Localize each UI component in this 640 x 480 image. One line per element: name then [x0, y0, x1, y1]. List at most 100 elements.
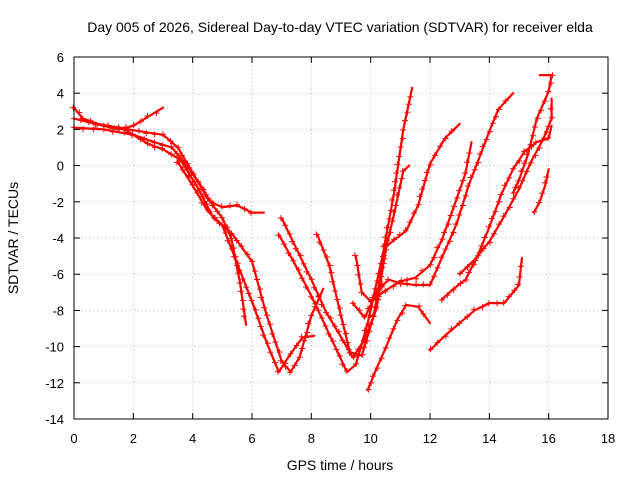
data-point [402, 227, 409, 234]
data-point [364, 305, 371, 312]
data-point [516, 273, 523, 280]
data-point [388, 196, 395, 203]
data-point [464, 183, 471, 190]
data-point [360, 344, 367, 351]
series-arc-14 [457, 97, 555, 277]
data-point [431, 254, 438, 261]
data-point [462, 170, 469, 177]
data-point [199, 193, 206, 200]
data-point [135, 127, 142, 134]
data-point [389, 218, 396, 225]
data-point [105, 122, 112, 129]
data-point [501, 182, 508, 189]
data-point [205, 206, 212, 213]
data-point [361, 313, 368, 320]
data-point [327, 315, 334, 322]
y-tick-label: 0 [57, 159, 64, 174]
data-point [390, 325, 397, 332]
data-point [495, 106, 502, 113]
data-point [290, 257, 297, 264]
data-point [416, 193, 423, 200]
data-point [535, 199, 542, 206]
data-point [322, 322, 329, 329]
data-point [532, 152, 539, 159]
data-point [237, 288, 244, 295]
data-point [456, 211, 463, 218]
data-point [404, 109, 411, 116]
data-point [179, 152, 186, 159]
series-arc-6 [275, 86, 414, 374]
data-point [506, 204, 513, 211]
data-point [548, 114, 555, 121]
data-point [471, 166, 478, 173]
data-point [233, 201, 240, 208]
data-point [383, 237, 390, 244]
data-point [374, 365, 381, 372]
data-point [168, 151, 175, 158]
data-point [476, 249, 483, 256]
data-point [545, 123, 552, 130]
data-point [547, 105, 554, 112]
data-point [277, 357, 284, 364]
data-point [260, 332, 267, 339]
data-point [438, 296, 445, 303]
data-point [481, 234, 488, 241]
data-point [450, 229, 457, 236]
data-point [240, 313, 247, 320]
data-point [510, 195, 517, 202]
data-point [400, 126, 407, 133]
data-point [498, 191, 505, 198]
data-point [308, 276, 315, 283]
series-arc-11 [365, 302, 432, 393]
data-point [369, 373, 376, 380]
data-point [257, 323, 264, 330]
data-point [299, 345, 306, 352]
data-point [144, 140, 151, 147]
data-point [415, 201, 422, 208]
data-point [168, 143, 175, 150]
data-point [402, 302, 409, 309]
y-tick-label: 2 [57, 122, 64, 137]
data-point [445, 221, 452, 228]
data-point [236, 267, 243, 274]
data-point [275, 232, 282, 239]
data-point [167, 137, 174, 144]
data-point [365, 386, 372, 393]
data-point [390, 187, 397, 194]
series-arc-10 [349, 92, 515, 320]
data-point [269, 330, 276, 337]
data-point [267, 349, 274, 356]
data-point [368, 379, 375, 386]
data-point [343, 367, 350, 374]
data-point [541, 98, 548, 105]
data-point [399, 135, 406, 142]
data-point [420, 310, 427, 317]
data-point [218, 214, 225, 221]
y-tick-label: -10 [45, 340, 64, 355]
data-point [194, 190, 201, 197]
data-point [457, 280, 464, 287]
data-point [405, 101, 412, 108]
data-point [318, 315, 325, 322]
data-point [530, 132, 537, 139]
data-point [350, 354, 357, 361]
data-point [189, 181, 196, 188]
data-point [380, 252, 387, 259]
data-point [159, 145, 166, 152]
data-point [367, 312, 374, 319]
data-point [264, 340, 271, 347]
data-point [153, 110, 160, 117]
data-point [512, 184, 519, 191]
data-point [349, 300, 356, 307]
data-point [456, 320, 463, 327]
data-point [287, 350, 294, 357]
data-point [190, 171, 197, 178]
data-point [496, 198, 503, 205]
y-tick-label: -14 [45, 412, 64, 427]
data-point [472, 257, 479, 264]
data-point [404, 280, 411, 287]
data-point [372, 303, 379, 310]
data-point [137, 136, 144, 143]
series-arc-15 [510, 72, 556, 197]
